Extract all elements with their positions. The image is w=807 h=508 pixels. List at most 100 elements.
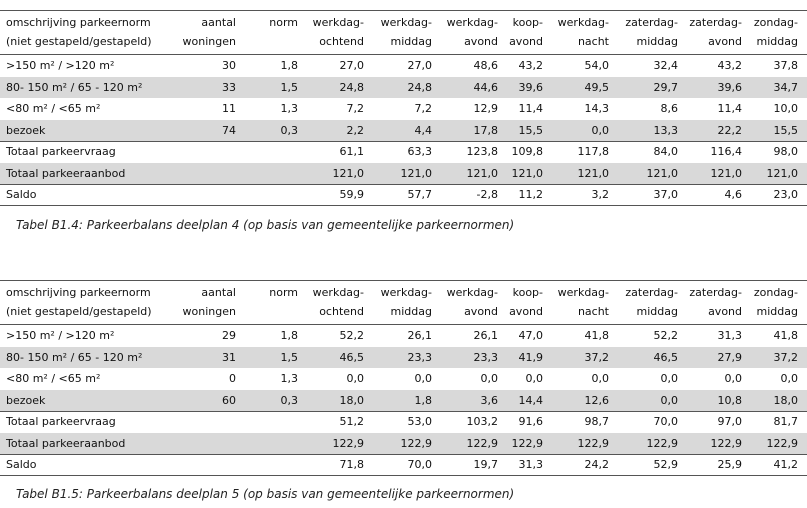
table-cell: 98,0 [773, 145, 799, 158]
table-cell: 122,9 [511, 436, 544, 450]
row-divider [0, 140, 807, 142]
table-cell: 3,6 [480, 393, 499, 407]
table-cell: 61,1 [339, 145, 365, 158]
table-header-row: omschrijving parkeernorm (niet gestapeld/… [0, 10, 807, 54]
header-line-2: avond [708, 35, 742, 48]
header-line-2: middag [390, 305, 432, 318]
table-cell [240, 141, 298, 162]
row-large: >150 m² / >120 m² 30 1,8 27,0 27,0 48,6 43,2 54… [0, 55, 807, 76]
header-line-1: omschrijving parkeernorm [6, 16, 151, 29]
header-cell: zaterdag-middag [612, 280, 678, 327]
table-cell: 0,3 [280, 393, 299, 407]
table-cell: 44,6 [473, 80, 499, 94]
table-top-border [0, 10, 807, 11]
row-label: Saldo [6, 188, 37, 201]
row-divider [0, 453, 807, 455]
table-cell: 31,3 [518, 458, 544, 471]
table-cell: 0,0 [480, 372, 499, 385]
row-total-supply: Totaal parkeeraanbod 121,0 121,0 121,0 121,0… [0, 162, 807, 184]
row-label: bezoek [6, 393, 46, 407]
table-cell: 0,0 [591, 372, 610, 385]
row-medium: 80- 150 m² / 65 - 120 m² 33 1,5 24,8 24,8 44,… [0, 76, 807, 98]
table-cell: 11,4 [717, 102, 743, 115]
table-cell: 8,6 [660, 102, 679, 115]
header-cell: werkdag-ochtend [300, 280, 364, 327]
table-caption: Tabel B1.4: Parkeerbalans deelplan 4 (op… [16, 218, 515, 232]
row-label: 80- 150 m² / 65 - 120 m² [6, 350, 143, 364]
table-cell: 39,6 [717, 80, 743, 94]
table-cell: 54,0 [584, 59, 610, 72]
table-cell: 48,6 [473, 59, 499, 72]
row-label: >150 m² / >120 m² [6, 59, 115, 72]
table-top-border [0, 280, 807, 281]
table-cell: 37,2 [773, 350, 799, 364]
table-cell: 53,0 [407, 415, 433, 428]
header-line-2: woningen [182, 35, 236, 48]
table-cell: 0,0 [724, 372, 743, 385]
table-cell: 32,4 [653, 59, 679, 72]
table-cell: 81,7 [773, 415, 799, 428]
header-line-1: zondag- [753, 16, 798, 29]
header-cell: werkdag-middag [368, 10, 432, 57]
table-cell: 24,8 [339, 80, 365, 94]
table-cell: 15,5 [773, 123, 799, 137]
row-small: <80 m² / <65 m² 0 1,3 0,0 0,0 0,0 0,0 0,0 0,0 0,0… [0, 368, 807, 389]
header-line-2: (niet gestapeld/gestapeld) [6, 35, 152, 48]
table-cell: 43,2 [518, 59, 544, 72]
table-cell: 24,8 [407, 80, 433, 94]
row-label: <80 m² / <65 m² [6, 102, 101, 115]
table-cell: 18,0 [339, 393, 365, 407]
table-cell: 0 [229, 372, 236, 385]
header-line-1: werkdag- [312, 16, 364, 29]
header-line-2: middag [756, 35, 798, 48]
table-cell: 2,2 [346, 123, 365, 137]
row-total-demand: Totaal parkeervraag 61,1 63,3 123,8 109,8 117… [0, 141, 807, 162]
table-cell: 49,5 [584, 80, 610, 94]
table-cell: 31,3 [717, 329, 743, 342]
header-line-2: ochtend [319, 35, 364, 48]
table-cell [240, 184, 298, 205]
row-large: >150 m² / >120 m² 29 1,8 52,2 26,1 26,1 47,0 41… [0, 325, 807, 346]
table-cell: 41,8 [773, 329, 799, 342]
table-cell: 29,7 [653, 80, 679, 94]
header-line-2: middag [390, 35, 432, 48]
header-line-1: norm [269, 16, 298, 29]
header-line-1: zaterdag- [689, 286, 742, 299]
row-label: Saldo [6, 458, 37, 471]
row-label: 80- 150 m² / 65 - 120 m² [6, 80, 143, 94]
header-line-1: werkdag- [446, 16, 498, 29]
header-cell: zaterdag-avond [680, 280, 742, 327]
header-line-2: avond [464, 305, 498, 318]
table-cell: 1,3 [280, 372, 299, 385]
table-cell: 121,0 [511, 166, 544, 180]
table-cell: 70,0 [653, 415, 679, 428]
row-small: <80 m² / <65 m² 11 1,3 7,2 7,2 12,9 11,4 14,3 8,… [0, 98, 807, 119]
table-cell: 74 [222, 123, 236, 137]
table-cell: 33 [222, 80, 236, 94]
table-cell: 41,9 [518, 350, 544, 364]
header-line-1: werkdag- [380, 286, 432, 299]
header-line-2: avond [464, 35, 498, 48]
table-cell: 121,0 [766, 166, 799, 180]
table-cell: 0,0 [591, 123, 610, 137]
table-cell: 0,0 [414, 372, 433, 385]
table-cell: 23,3 [407, 350, 433, 364]
table-cell: 51,2 [339, 415, 365, 428]
table-cell: 27,0 [339, 59, 365, 72]
row-total-supply: Totaal parkeeraanbod 122,9 122,9 122,9 122,9… [0, 432, 807, 454]
header-line-2: nacht [577, 35, 609, 48]
header-line-2: middag [756, 305, 798, 318]
table-cell [160, 163, 236, 184]
table-cell [240, 454, 298, 475]
header-line-1: zaterdag- [625, 16, 678, 29]
table-cell: 121,0 [332, 166, 365, 180]
table-cell: 31 [222, 350, 236, 364]
header-line-2: woningen [182, 305, 236, 318]
header-cell: werkdag-middag [368, 280, 432, 327]
table-cell: 26,1 [407, 329, 433, 342]
table-cell: 41,2 [773, 458, 799, 471]
table-cell: 12,6 [584, 393, 610, 407]
table-cell: 41,8 [584, 329, 610, 342]
row-total-demand: Totaal parkeervraag 51,2 53,0 103,2 91,6 98,7… [0, 411, 807, 432]
table-cell [160, 184, 236, 205]
